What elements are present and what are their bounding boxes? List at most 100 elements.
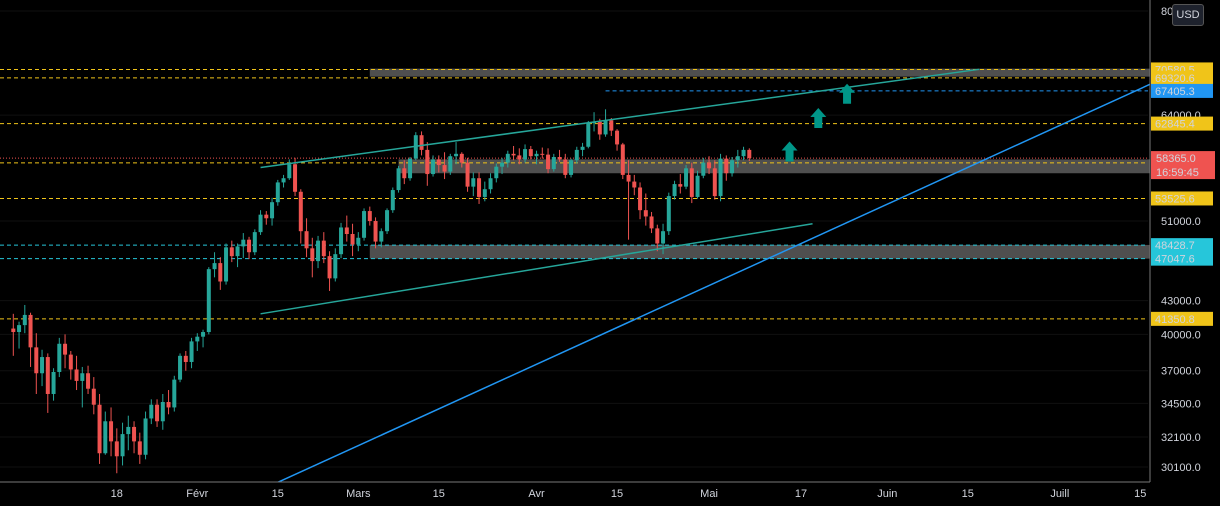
- currency-button[interactable]: USD: [1172, 4, 1204, 26]
- candle-body: [488, 178, 493, 190]
- candle-body: [172, 379, 177, 408]
- candle-body: [471, 178, 476, 187]
- candle-body: [28, 314, 33, 348]
- y-tick-label: 37000.0: [1161, 366, 1201, 378]
- candle-body: [74, 369, 79, 381]
- candle-body: [45, 357, 50, 394]
- candle-body: [689, 168, 694, 197]
- candle-body: [201, 332, 206, 337]
- trendline[interactable]: [260, 223, 813, 315]
- candle-body: [385, 210, 390, 232]
- candle-body: [298, 191, 303, 232]
- candle-body: [655, 228, 660, 244]
- y-tick-label: 32100.0: [1161, 432, 1201, 444]
- candle-body: [661, 231, 666, 244]
- candle-body: [482, 189, 487, 197]
- candle-body: [80, 373, 85, 381]
- candle-body: [247, 239, 252, 253]
- candle-body: [695, 175, 700, 197]
- candle-body: [63, 343, 68, 355]
- trendline[interactable]: [260, 68, 980, 169]
- candle-body: [350, 234, 355, 245]
- candle-body: [258, 214, 263, 233]
- candle-body: [649, 216, 654, 229]
- candle-body: [103, 421, 108, 454]
- candle-body: [178, 355, 183, 380]
- price-label-bg: [1151, 116, 1213, 131]
- x-tick-label: Juill: [1050, 488, 1069, 500]
- candle-body: [316, 240, 321, 262]
- price-label: 48428.7: [1155, 240, 1195, 252]
- candle-body: [287, 164, 292, 179]
- candle-body: [511, 153, 516, 156]
- candle-body: [166, 402, 171, 408]
- candle-body: [586, 123, 591, 147]
- price-zones[interactable]: [369, 68, 1204, 259]
- candle-body: [206, 269, 211, 333]
- candle-body: [57, 343, 62, 372]
- candle-body: [718, 158, 723, 197]
- arrow-up-icon[interactable]: [810, 108, 827, 129]
- candle-body: [500, 162, 505, 167]
- y-tick-label: 51000.0: [1161, 216, 1201, 228]
- candle-body: [241, 239, 246, 247]
- price-label: 67405.3: [1155, 86, 1195, 98]
- arrow-up-icon[interactable]: [839, 83, 856, 104]
- candle-body: [333, 254, 338, 279]
- candle-body: [189, 341, 194, 362]
- price-label: 62845.4: [1155, 119, 1195, 131]
- candle-body: [626, 174, 631, 182]
- candle-body: [195, 336, 200, 342]
- candle-body: [396, 168, 401, 191]
- candle-body: [362, 211, 367, 238]
- candle-body: [442, 165, 447, 172]
- candle-body: [137, 441, 142, 455]
- candle-body: [724, 158, 729, 174]
- candle-body: [448, 156, 453, 172]
- price-zone[interactable]: [369, 68, 1198, 77]
- candle-body: [17, 325, 22, 333]
- candle-body: [356, 237, 361, 245]
- candle-body: [551, 157, 556, 170]
- time-axis-bg: [0, 482, 1220, 506]
- candle-body: [517, 155, 522, 160]
- price-zone[interactable]: [369, 244, 1204, 259]
- candle-body: [149, 404, 154, 419]
- x-tick-label: 15: [962, 488, 974, 500]
- candle-body: [707, 162, 712, 169]
- candle-body: [155, 404, 160, 422]
- candle-body: [402, 168, 407, 179]
- candle-body: [672, 184, 677, 197]
- candle-body: [557, 157, 562, 160]
- y-tick-label: 43000.0: [1161, 296, 1201, 308]
- target-arrows[interactable]: [781, 83, 856, 162]
- horizontal-levels[interactable]: [0, 68, 1148, 320]
- candle-body: [712, 168, 717, 197]
- x-tick-label: Juin: [877, 488, 897, 500]
- candle-body: [419, 135, 424, 150]
- candle-body: [569, 160, 574, 175]
- candle-body: [684, 168, 689, 187]
- candle-body: [425, 149, 430, 175]
- arrow-up-icon[interactable]: [781, 141, 798, 162]
- x-tick-label: 18: [111, 488, 123, 500]
- candle-body: [540, 153, 545, 155]
- candle-body: [86, 373, 91, 389]
- candle-body: [546, 154, 551, 170]
- countdown-label: 16:59:45: [1156, 167, 1199, 179]
- price-label-bg: [1151, 191, 1213, 206]
- candle-body: [22, 314, 27, 326]
- candle-body: [666, 196, 671, 232]
- candle-body: [373, 221, 378, 242]
- price-label: 47047.6: [1155, 254, 1195, 266]
- price-zone[interactable]: [398, 159, 1187, 174]
- x-tick-label: 15: [433, 488, 445, 500]
- current-price-box: [1151, 151, 1215, 180]
- x-tick-label: Mars: [346, 488, 371, 500]
- candle-body: [126, 426, 131, 435]
- x-tick-label: 15: [272, 488, 284, 500]
- candle-body: [454, 153, 459, 157]
- candle-body: [477, 178, 482, 197]
- candle-body: [321, 240, 326, 257]
